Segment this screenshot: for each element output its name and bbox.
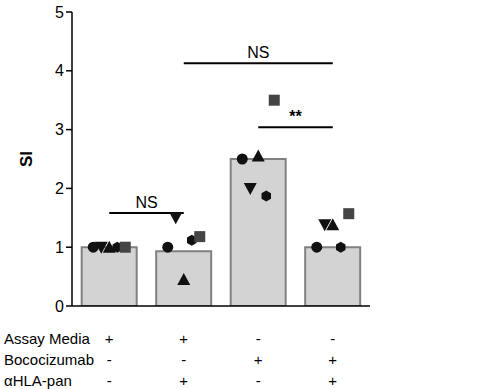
html-text:Assay Media: Assay Media <box>4 329 90 347</box>
svg-text:4: 4 <box>55 62 64 79</box>
svg-text:5: 5 <box>55 4 64 21</box>
svg-text:2: 2 <box>55 180 64 197</box>
svg-text:3: 3 <box>55 121 64 138</box>
html-text:αHLA-pan: αHLA-pan <box>4 371 72 389</box>
svg-text:NS: NS <box>247 44 269 61</box>
html-text:Bococizumab: Bococizumab <box>4 350 94 368</box>
svg-text:SI: SI <box>17 151 36 167</box>
svg-text:0: 0 <box>55 298 64 315</box>
svg-text:1: 1 <box>55 239 64 256</box>
svg-text:**: ** <box>289 108 302 125</box>
svg-text:NS: NS <box>135 194 157 211</box>
